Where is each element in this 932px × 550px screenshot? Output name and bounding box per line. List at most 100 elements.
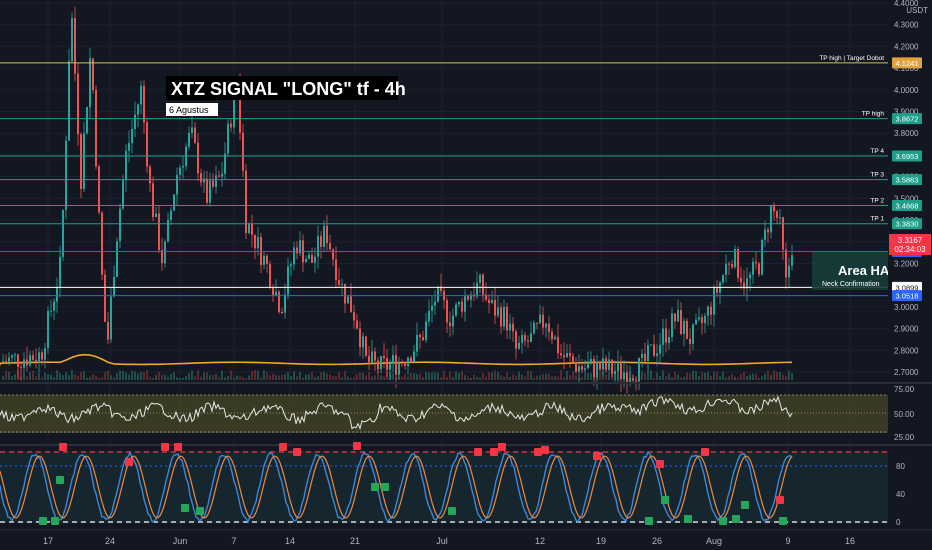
volume-bar [761,376,763,380]
candle-body [86,107,88,134]
candle-body [614,371,616,375]
volume-bar [161,374,163,380]
candle-body [77,73,79,135]
volume-bar [137,373,139,380]
volume-bar [158,372,160,380]
volume-bar [86,377,88,380]
level-label: TP 2 [870,198,884,205]
candle-body [266,255,268,264]
price-tick: 3.9000 [894,108,919,117]
volume-bar [131,370,133,380]
volume-bar [569,375,571,380]
candle-body [692,324,694,344]
level-badge-value: 3.4668 [896,202,919,211]
volume-bar [515,375,517,380]
volume-bar [2,376,4,380]
candle-body [428,310,430,322]
candle-body [410,357,412,362]
volume-bar [665,376,667,380]
candle-body [158,213,160,250]
volume-bar [185,376,187,380]
candle-body [113,276,115,297]
candle-body [776,211,778,218]
candle-body [656,353,658,356]
volume-bar [89,376,91,380]
volume-bar [176,377,178,380]
volume-bar [506,372,508,380]
volume-bar [473,374,475,380]
candle-body [119,208,121,242]
volume-bar [272,373,274,380]
candle-body [194,127,196,143]
candle-body [686,320,688,339]
main-pane[interactable] [0,0,888,382]
price-axis[interactable]: USDT 4.4000 4.3000 4.2000 4.1000 4.0000 3.900… [888,0,932,382]
volume-bar [560,370,562,380]
candle-body [413,351,415,362]
volume-bar [740,373,742,380]
level-badge [892,57,922,69]
candle-body [422,337,424,341]
candle-body [749,274,751,279]
volume-bar [134,371,136,380]
volume-bar [530,371,532,380]
price-tick: 3.8000 [894,129,919,138]
volume-bar [563,377,565,380]
volume-bar [572,371,574,380]
volume-bar [728,375,730,380]
candle-body [623,372,625,380]
area-box: Area HA Neck Confirmation [812,252,890,290]
candle-body [467,296,469,300]
volume-bar [773,370,775,380]
stoch-d-line [0,455,793,519]
stoch-high-marker [59,443,67,451]
volume-bar [62,375,64,380]
volume-bar [224,377,226,380]
volume-bar [317,376,319,380]
volume-bar [80,372,82,380]
time-label: 9 [785,536,790,546]
candle-body [710,306,712,315]
volume-bar [116,373,118,380]
volume-bar [716,371,718,380]
candle-body [365,336,367,356]
stoch-tick-80: 80 [896,462,905,471]
candle-body [650,344,652,346]
candle-body [164,241,166,264]
current-price-value: 3.3167 [898,236,923,245]
candle-body [191,127,193,133]
candle-body [155,213,157,218]
candle-body [386,358,388,370]
volume-bar [767,370,769,380]
stoch-high-marker [161,443,169,451]
volume-bar [278,375,280,380]
candle-body [173,194,175,211]
candle-body [239,79,241,133]
candle-body [248,223,250,234]
volume-bar [548,373,550,380]
candle-body [437,286,439,302]
candle-body [764,229,766,240]
candle-body [11,355,13,358]
time-label: 26 [652,536,662,546]
candle-body [521,334,523,343]
candle-body [689,338,691,344]
candle-body [140,85,142,105]
volume-bar [524,376,526,380]
volume-bar [680,377,682,380]
date-background [166,103,218,116]
volume-bar [536,375,538,380]
volume-bar [698,376,700,380]
time-axis[interactable]: 17 24 Jun 7 14 21 Jul 12 19 26 Aug 9 16 [0,529,932,546]
volume-bar [608,371,610,380]
candle-body [227,123,229,154]
level-label: TP high | Target Dobot [819,55,884,62]
volume-bar [380,375,382,380]
stoch-pane[interactable]: 80 40 0 [0,442,932,527]
volume-bar [776,371,778,380]
stoch-low-marker [196,507,204,515]
rsi-pane[interactable]: 75.00 50.00 25.00 [0,382,932,442]
volume-bar [437,372,439,380]
candle-body [17,354,19,367]
